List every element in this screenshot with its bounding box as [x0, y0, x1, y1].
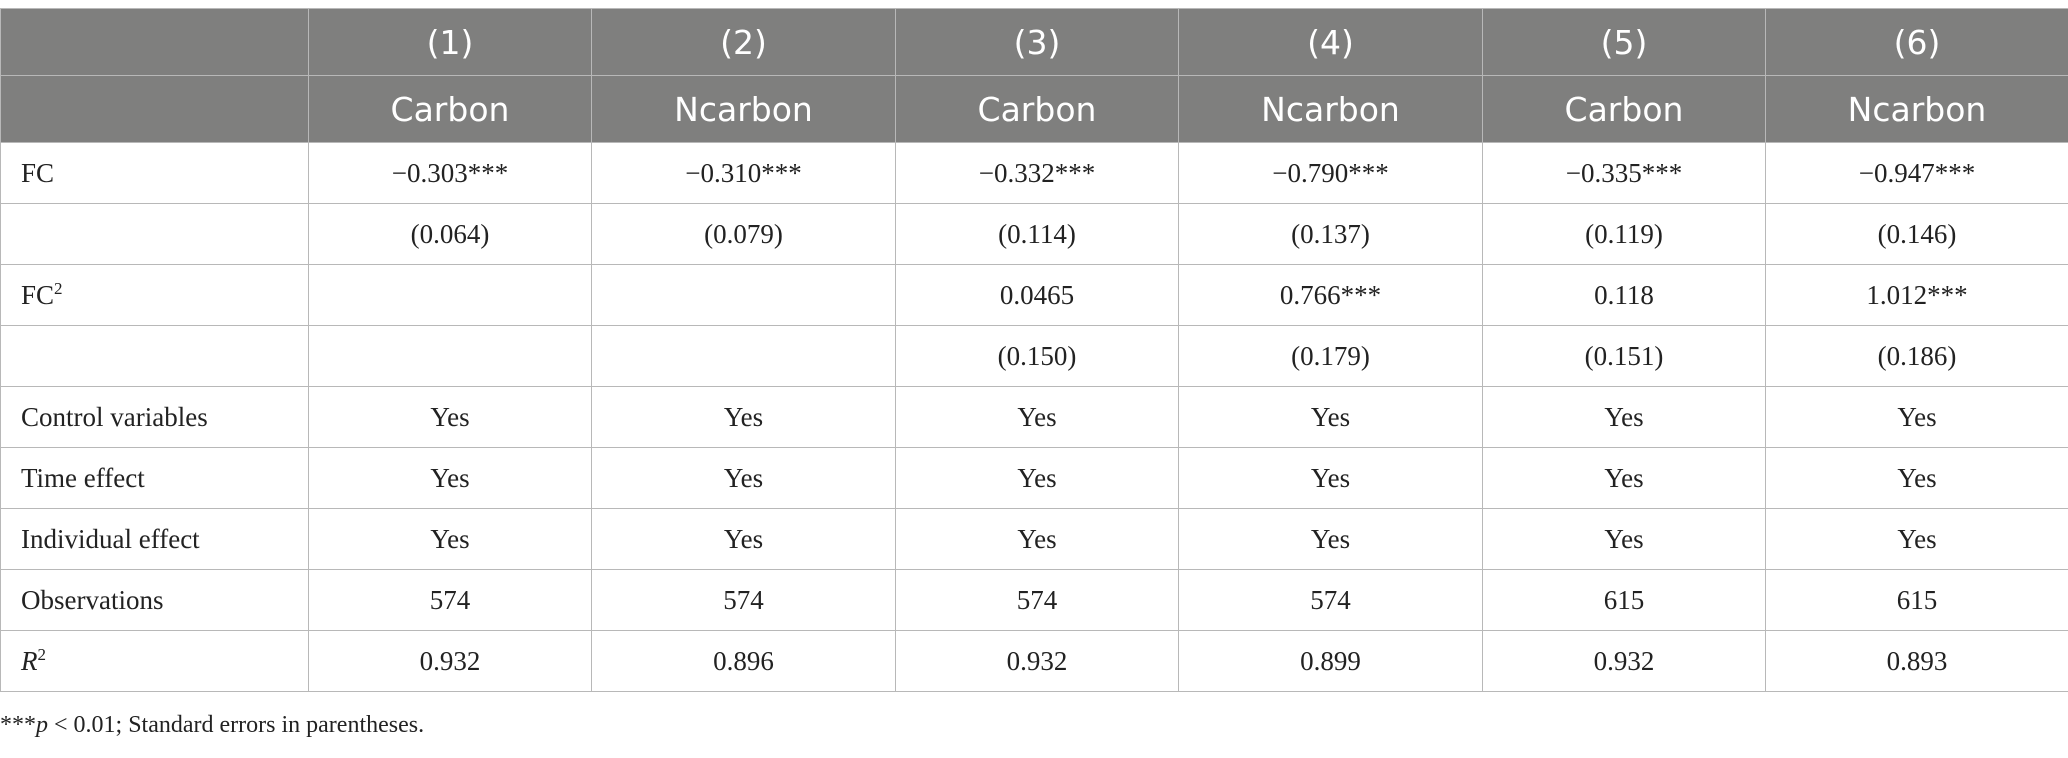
- table-cell: (0.079): [591, 203, 896, 265]
- table-cell: Yes: [591, 386, 896, 448]
- column-number: (1): [308, 8, 592, 76]
- table-cell: Yes: [895, 508, 1179, 570]
- row-label-superscript: 2: [37, 644, 47, 664]
- table-cell: 1.012***: [1765, 264, 2068, 326]
- table-cell: (0.186): [1765, 325, 2068, 387]
- table-cell: [591, 325, 896, 387]
- table-row-fc-squared: FC2 0.0465 0.766*** 0.118 1.012***: [0, 264, 2068, 326]
- table-cell: (0.064): [308, 203, 592, 265]
- regression-table-container: (1) (2) (3) (4) (5) (6) Carbon Ncarbon C…: [0, 8, 2068, 692]
- header-row-dependent-variables: Carbon Ncarbon Carbon Ncarbon Carbon Nca…: [0, 75, 2068, 143]
- table-cell: (0.114): [895, 203, 1179, 265]
- table-cell: −0.947***: [1765, 142, 2068, 204]
- table-row-observations: Observations 574 574 574 574 615 615: [0, 569, 2068, 631]
- table-cell: Yes: [1178, 447, 1483, 509]
- row-label: Observations: [0, 569, 309, 631]
- table-footnote: ***p < 0.01; Standard errors in parenthe…: [0, 712, 424, 739]
- table-cell: Yes: [591, 508, 896, 570]
- dependent-variable-header: Carbon: [895, 75, 1179, 143]
- table-cell: 0.896: [591, 630, 896, 692]
- table-cell: Yes: [895, 386, 1179, 448]
- table-cell: 0.899: [1178, 630, 1483, 692]
- row-label: Control variables: [0, 386, 309, 448]
- dependent-variable-header: Carbon: [1482, 75, 1766, 143]
- table-cell: (0.151): [1482, 325, 1766, 387]
- dependent-variable-header: Ncarbon: [1765, 75, 2068, 143]
- dependent-variable-header: Ncarbon: [591, 75, 896, 143]
- table-cell: 574: [1178, 569, 1483, 631]
- row-label-main: R: [21, 645, 38, 676]
- table-row-fc-squared-standard-errors: (0.150) (0.179) (0.151) (0.186): [0, 325, 2068, 387]
- header-corner-cell: [0, 75, 309, 143]
- row-label: FC2: [0, 264, 309, 326]
- table-row-time-effect: Time effect Yes Yes Yes Yes Yes Yes: [0, 447, 2068, 509]
- table-cell: −0.310***: [591, 142, 896, 204]
- table-cell: Yes: [591, 447, 896, 509]
- table-cell: 0.0465: [895, 264, 1179, 326]
- table-cell: (0.179): [1178, 325, 1483, 387]
- table-cell: 574: [308, 569, 592, 631]
- table-cell: 615: [1765, 569, 2068, 631]
- footnote-stars: ***: [0, 712, 36, 738]
- row-label: [0, 325, 309, 387]
- table-cell: 0.932: [1482, 630, 1766, 692]
- row-label: Individual effect: [0, 508, 309, 570]
- table-cell: Yes: [308, 508, 592, 570]
- column-number: (4): [1178, 8, 1483, 76]
- table-cell: Yes: [1482, 386, 1766, 448]
- table-row-control-variables: Control variables Yes Yes Yes Yes Yes Ye…: [0, 386, 2068, 448]
- table-row-fc: FC −0.303*** −0.310*** −0.332*** −0.790*…: [0, 142, 2068, 204]
- table-cell: Yes: [308, 447, 592, 509]
- table-cell: Yes: [1178, 386, 1483, 448]
- table-cell: 0.932: [308, 630, 592, 692]
- dependent-variable-header: Carbon: [308, 75, 592, 143]
- table-cell: Yes: [1765, 508, 2068, 570]
- table-cell: (0.150): [895, 325, 1179, 387]
- table-cell: [308, 264, 592, 326]
- column-number: (5): [1482, 8, 1766, 76]
- dependent-variable-header: Ncarbon: [1178, 75, 1483, 143]
- table-cell: 0.893: [1765, 630, 2068, 692]
- regression-table: (1) (2) (3) (4) (5) (6) Carbon Ncarbon C…: [0, 8, 2068, 692]
- table-cell: Yes: [1178, 508, 1483, 570]
- header-row-model-numbers: (1) (2) (3) (4) (5) (6): [0, 8, 2068, 76]
- footnote-p: p: [36, 712, 48, 738]
- table-cell: 574: [895, 569, 1179, 631]
- table-cell: −0.790***: [1178, 142, 1483, 204]
- column-number: (3): [895, 8, 1179, 76]
- footnote-text: < 0.01; Standard errors in parentheses.: [48, 712, 425, 738]
- table-cell: −0.303***: [308, 142, 592, 204]
- table-cell: 0.932: [895, 630, 1179, 692]
- table-cell: −0.332***: [895, 142, 1179, 204]
- table-cell: Yes: [895, 447, 1179, 509]
- table-cell: Yes: [308, 386, 592, 448]
- table-cell: (0.119): [1482, 203, 1766, 265]
- table-cell: (0.146): [1765, 203, 2068, 265]
- table-row-r-squared: R2 0.932 0.896 0.932 0.899 0.932 0.893: [0, 630, 2068, 692]
- table-cell: Yes: [1765, 447, 2068, 509]
- row-label-main: FC: [21, 279, 55, 310]
- header-corner-cell: [0, 8, 309, 76]
- table-cell: [591, 264, 896, 326]
- table-cell: (0.137): [1178, 203, 1483, 265]
- row-label: [0, 203, 309, 265]
- row-label: R2: [0, 630, 309, 692]
- table-cell: −0.335***: [1482, 142, 1766, 204]
- row-label: FC: [0, 142, 309, 204]
- table-cell: Yes: [1482, 508, 1766, 570]
- column-number: (2): [591, 8, 896, 76]
- table-row-individual-effect: Individual effect Yes Yes Yes Yes Yes Ye…: [0, 508, 2068, 570]
- table-cell: Yes: [1482, 447, 1766, 509]
- row-label-superscript: 2: [54, 278, 63, 298]
- table-cell: 0.766***: [1178, 264, 1483, 326]
- table-cell: 615: [1482, 569, 1766, 631]
- table-cell: [308, 325, 592, 387]
- table-row-fc-standard-errors: (0.064) (0.079) (0.114) (0.137) (0.119) …: [0, 203, 2068, 265]
- column-number: (6): [1765, 8, 2068, 76]
- table-cell: Yes: [1765, 386, 2068, 448]
- row-label: Time effect: [0, 447, 309, 509]
- table-cell: 574: [591, 569, 896, 631]
- table-cell: 0.118: [1482, 264, 1766, 326]
